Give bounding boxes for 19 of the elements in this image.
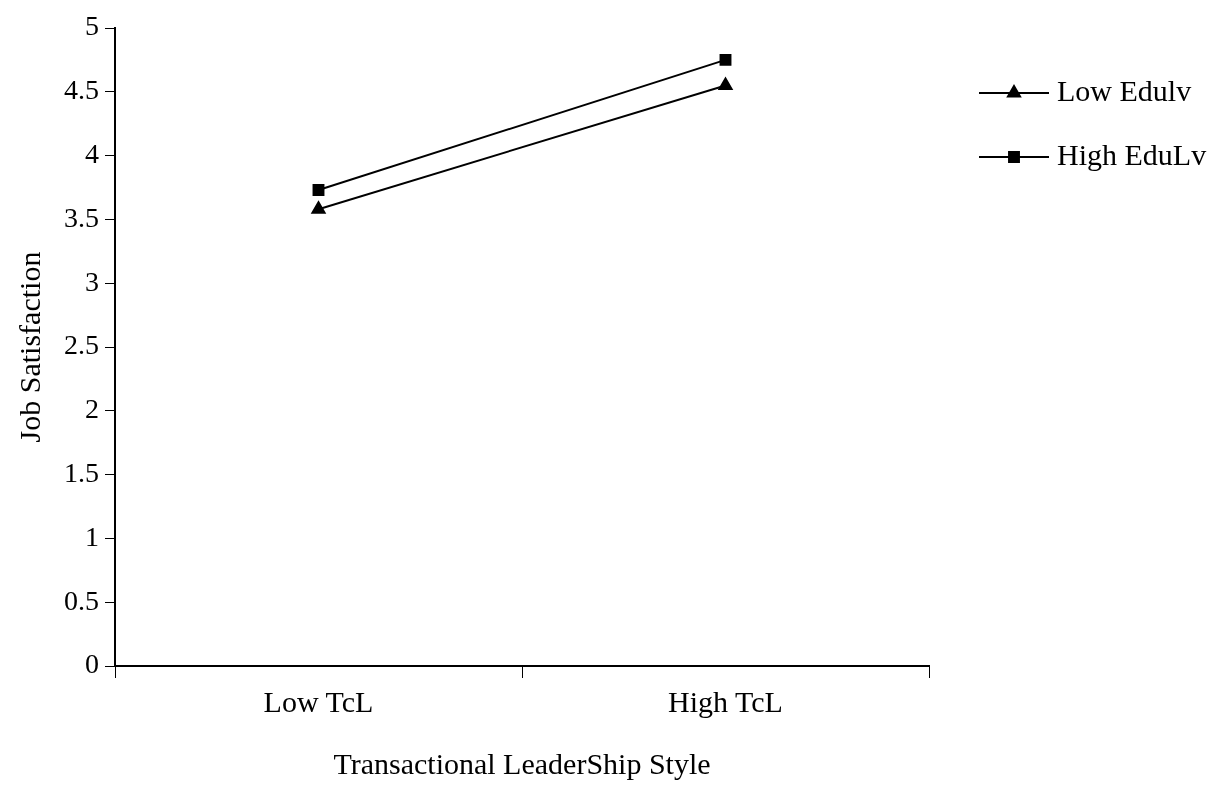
y-tick-label: 1.5 — [64, 456, 99, 488]
y-tick-label: 4 — [85, 137, 99, 169]
legend-label: High EduLv — [1057, 137, 1207, 171]
y-tick-label: 5 — [85, 10, 99, 42]
y-tick-label: 3 — [85, 265, 99, 297]
y-tick-label: 4.5 — [64, 74, 99, 106]
y-axis-title: Job Satisfaction — [12, 251, 46, 443]
x-tick-label: High TcL — [668, 684, 783, 718]
y-tick-label: 0 — [85, 648, 99, 680]
y-tick-label: 2 — [85, 393, 99, 425]
point — [719, 53, 732, 66]
legend-label: Low Edulv — [1057, 73, 1192, 107]
y-tick-label: 1 — [85, 520, 99, 552]
y-tick-label: 3.5 — [64, 201, 99, 233]
x-tick-label: Low TcL — [263, 684, 374, 718]
y-tick-label: 0.5 — [64, 584, 99, 616]
x-axis-title: Transactional LeaderShip Style — [333, 746, 711, 780]
point — [312, 184, 325, 196]
y-tick-label: 2.5 — [64, 329, 99, 361]
